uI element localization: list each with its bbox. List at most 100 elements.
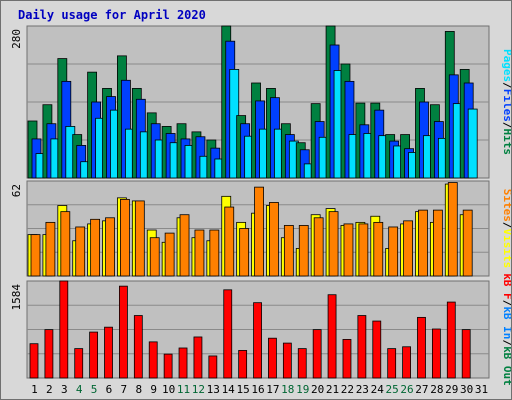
chart-title: Daily usage for April 2020 bbox=[18, 8, 206, 22]
bar-kb-f-day-12 bbox=[193, 336, 203, 379]
bar-kb-f-day-4 bbox=[74, 348, 84, 379]
bar-kb-f-day-6 bbox=[104, 326, 113, 379]
bar-kb-f-day-10 bbox=[163, 353, 173, 379]
bar-kb-f-day-18 bbox=[282, 342, 292, 379]
bar-sites-day-12 bbox=[194, 229, 205, 277]
x-tick-label: 10 bbox=[162, 383, 175, 396]
bar-sites-day-26 bbox=[403, 220, 413, 277]
x-tick-label: 6 bbox=[106, 383, 113, 396]
bar-kb-f-day-2 bbox=[44, 329, 54, 379]
x-tick-label: 9 bbox=[150, 383, 157, 396]
bar-kb-f-day-13 bbox=[208, 355, 218, 379]
bar-sites-day-11 bbox=[179, 214, 190, 277]
x-tick-label: 12 bbox=[192, 383, 205, 396]
bar-sites-day-3 bbox=[60, 211, 71, 277]
x-tick-label: 4 bbox=[76, 383, 83, 396]
bar-kb-f-day-8 bbox=[133, 315, 143, 379]
x-tick-label: 5 bbox=[91, 383, 98, 396]
y-max-label: 1584 bbox=[10, 284, 23, 311]
bar-kb-f-day-15 bbox=[238, 350, 248, 379]
bar-sites-day-24 bbox=[373, 221, 384, 277]
x-tick-label: 8 bbox=[135, 383, 142, 396]
legend-item: kB In bbox=[501, 306, 511, 339]
legend-separator: / bbox=[501, 122, 511, 129]
legend-hits-files-pages: Pages/Files/Hits bbox=[501, 49, 511, 155]
x-tick-label: 23 bbox=[356, 383, 369, 396]
x-tick-label: 2 bbox=[46, 383, 53, 396]
x-tick-label: 27 bbox=[415, 383, 428, 396]
bar-sites-day-5 bbox=[90, 218, 101, 277]
bar-kb-f-day-30 bbox=[461, 329, 471, 379]
bar-kb-f-day-28 bbox=[431, 328, 441, 379]
bar-sites-day-23 bbox=[358, 223, 369, 277]
x-tick-label: 25 bbox=[386, 383, 399, 396]
bar-sites-day-7 bbox=[120, 198, 130, 277]
x-tick-label: 22 bbox=[341, 383, 354, 396]
bar-sites-day-29 bbox=[447, 182, 458, 277]
y-max-label: 280 bbox=[10, 29, 23, 49]
bar-kb-f-day-3 bbox=[59, 280, 69, 379]
x-tick-label: 1 bbox=[31, 383, 38, 396]
bar-sites-day-30 bbox=[462, 209, 473, 277]
bar-kb-f-day-11 bbox=[178, 347, 188, 379]
bar-pages-day-30 bbox=[467, 108, 478, 179]
bar-kb-f-day-22 bbox=[342, 339, 352, 379]
legend-visits-sites: Sites/Visits bbox=[501, 189, 511, 269]
x-tick-label: 31 bbox=[475, 383, 488, 396]
bar-kb-f-day-7 bbox=[119, 285, 128, 379]
bar-sites-day-20 bbox=[313, 217, 324, 277]
bar-kb-f-day-21 bbox=[327, 294, 337, 379]
bar-kb-f-day-26 bbox=[402, 346, 411, 379]
bar-sites-day-13 bbox=[209, 229, 220, 277]
bar-sites-day-10 bbox=[164, 232, 175, 277]
bar-sites-day-19 bbox=[298, 225, 309, 277]
x-tick-label: 14 bbox=[222, 383, 236, 396]
x-tick-label: 24 bbox=[371, 383, 385, 396]
bar-sites-day-27 bbox=[418, 209, 428, 277]
bar-sites-day-9 bbox=[149, 237, 160, 277]
x-tick-label: 29 bbox=[445, 383, 458, 396]
bar-sites-day-28 bbox=[432, 209, 443, 277]
bar-kb-f-day-5 bbox=[89, 331, 99, 379]
legend-separator: / bbox=[501, 82, 511, 89]
legend-separator: / bbox=[501, 339, 511, 346]
x-tick-label: 30 bbox=[460, 383, 473, 396]
x-tick-label: 26 bbox=[400, 383, 413, 396]
legend-item: Sites bbox=[501, 189, 511, 222]
legend-item: kB Out bbox=[501, 346, 511, 386]
bar-sites-day-1 bbox=[30, 234, 41, 277]
bar-kb-f-day-17 bbox=[268, 337, 277, 379]
x-tick-label: 15 bbox=[236, 383, 249, 396]
bar-sites-day-17 bbox=[269, 202, 279, 277]
x-tick-label: 16 bbox=[251, 383, 264, 396]
x-tick-label: 21 bbox=[326, 383, 339, 396]
bar-kb-f-day-24 bbox=[372, 320, 382, 379]
bar-sites-day-6 bbox=[105, 217, 115, 277]
legend-item: Files bbox=[501, 89, 511, 122]
bar-sites-day-18 bbox=[283, 225, 294, 277]
x-tick-label: 3 bbox=[61, 383, 68, 396]
bar-kb-f-day-20 bbox=[312, 329, 322, 379]
y-max-label: 62 bbox=[10, 184, 23, 197]
legend-kb: kB F/kB In/kB Out bbox=[501, 273, 511, 386]
x-tick-label: 18 bbox=[281, 383, 294, 396]
x-tick-label: 28 bbox=[430, 383, 443, 396]
bar-kb-f-day-16 bbox=[253, 302, 262, 379]
legend-item: Visits bbox=[501, 229, 511, 269]
bar-sites-day-15 bbox=[239, 228, 250, 277]
bar-sites-day-16 bbox=[254, 186, 264, 277]
x-tick-label: 7 bbox=[121, 383, 128, 396]
x-tick-label: 13 bbox=[207, 383, 220, 396]
bar-sites-day-8 bbox=[134, 200, 145, 277]
legend-item: kB F bbox=[501, 273, 511, 300]
bar-kb-f-day-19 bbox=[297, 348, 307, 379]
bar-sites-day-22 bbox=[343, 223, 354, 277]
bar-sites-day-4 bbox=[75, 226, 86, 277]
bar-sites-day-21 bbox=[328, 211, 339, 277]
legend-separator: / bbox=[501, 222, 511, 229]
bar-kb-f-day-9 bbox=[148, 341, 158, 379]
bar-kb-f-day-29 bbox=[446, 301, 456, 379]
bar-kb-f-day-14 bbox=[223, 289, 233, 379]
